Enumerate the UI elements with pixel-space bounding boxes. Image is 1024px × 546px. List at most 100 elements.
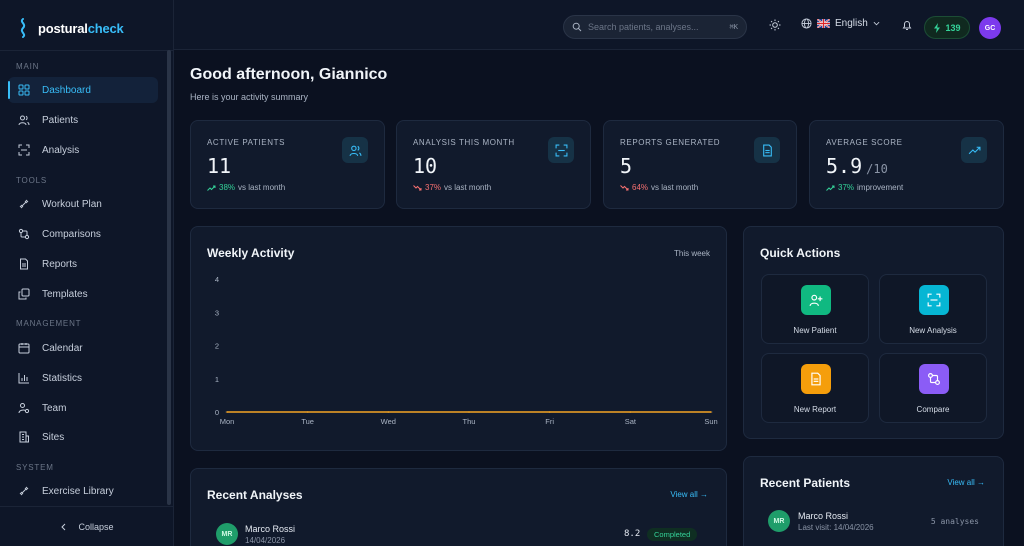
data-point[interactable] (468, 411, 470, 413)
trending-up-icon (968, 146, 980, 154)
qa-label: New Patient (793, 326, 837, 335)
chevron-left-icon (61, 523, 66, 531)
trend-up-icon (207, 185, 216, 191)
new-patient-button[interactable]: New Patient (761, 274, 869, 344)
compare-button[interactable]: Compare (879, 353, 987, 423)
trend-down-icon (620, 184, 629, 190)
sidebar-item-label: Exercise Library (42, 485, 114, 497)
qa-label: New Analysis (909, 326, 957, 335)
stat-label: REPORTS GENERATED (620, 138, 721, 147)
compare-icon (18, 228, 30, 240)
y-tick-label: 3 (215, 308, 219, 317)
sidebar-item-label: Calendar (42, 342, 83, 354)
sidebar-item-analysis[interactable]: Analysis (8, 137, 158, 163)
period-label: This week (673, 249, 710, 258)
sidebar-item-label: Analysis (42, 144, 80, 156)
y-tick-label: 4 (215, 275, 219, 284)
collapse-button[interactable]: Collapse (0, 518, 174, 536)
section-label-tools: TOOLS (16, 176, 47, 185)
data-point[interactable] (306, 411, 309, 413)
patient-name: Marco Rossi (798, 511, 849, 521)
stat-change: 37% improvement (826, 183, 903, 192)
patient-name: Marco Rossi (245, 524, 296, 534)
bar-chart-icon (18, 373, 29, 384)
language-selector[interactable]: English (801, 18, 880, 29)
search-box[interactable]: ⌘K (563, 15, 747, 39)
data-point[interactable] (710, 411, 712, 413)
search-input[interactable] (588, 22, 708, 32)
user-avatar[interactable]: GC (979, 17, 1001, 39)
weekly-activity-card: Weekly Activity This week 0 1 2 3 4 Mon Tue Wed… (190, 226, 727, 451)
x-tick-label: Sun (704, 417, 717, 426)
sidebar-item-comparisons[interactable]: Comparisons (8, 221, 158, 247)
scan-icon (18, 144, 30, 156)
avatar: MR (216, 523, 238, 545)
document-icon (811, 372, 821, 386)
section-label-system: SYSTEM (16, 463, 54, 472)
users-icon (18, 115, 30, 126)
brand-logo[interactable]: posturalcheck (18, 16, 124, 40)
stat-change: 37% vs last month (413, 183, 491, 192)
scan-icon (927, 293, 941, 307)
globe-icon (801, 18, 812, 29)
sidebar-item-label: Dashboard (42, 84, 91, 96)
qa-label: New Report (793, 405, 837, 414)
view-all-analyses-link[interactable]: View all → (670, 490, 708, 499)
sidebar-item-label: Sites (42, 431, 65, 443)
sidebar-item-label: Team (42, 402, 67, 414)
sidebar-item-patients[interactable]: Patients (8, 107, 158, 133)
sidebar-bottom-divider (0, 506, 173, 507)
sidebar-item-statistics[interactable]: Statistics (8, 365, 158, 391)
stat-card-active-patients: ACTIVE PATIENTS 11 38% vs last month (190, 120, 385, 209)
spine-logo-icon (20, 18, 26, 38)
data-point[interactable] (387, 411, 390, 413)
data-point[interactable] (226, 411, 228, 413)
sidebar-item-reports[interactable]: Reports (8, 251, 158, 277)
recent-analyses-card: Recent Analyses View all → MR Marco Ross… (190, 468, 727, 546)
stat-value: 5.9/10 (826, 154, 888, 178)
sidebar-item-sites[interactable]: Sites (8, 424, 158, 450)
stat-icon-container (961, 137, 987, 163)
stat-icon-container (342, 137, 368, 163)
view-all-patients-link[interactable]: View all → (947, 478, 985, 487)
stat-icon-container (548, 137, 574, 163)
stat-label: ANALYSIS THIS MONTH (413, 138, 515, 147)
credits-badge[interactable]: 139 (924, 16, 970, 39)
data-point[interactable] (548, 411, 551, 413)
sidebar-item-label: Patients (42, 114, 79, 126)
sidebar-item-templates[interactable]: Templates (8, 281, 158, 307)
analyses-count: 5 analyses (930, 517, 979, 526)
data-point[interactable] (629, 411, 632, 413)
dumbbell-icon (19, 486, 29, 496)
section-label-management: MANAGEMENT (16, 319, 82, 328)
chevron-down-icon (873, 21, 880, 26)
last-visit: Last visit: 14/04/2026 (798, 523, 874, 532)
sidebar-item-workout-plan[interactable]: Workout Plan (8, 191, 158, 217)
stat-change: 38% vs last month (207, 183, 285, 192)
qa-icon-container (801, 285, 831, 315)
trend-up-icon (826, 185, 835, 191)
analysis-date: 14/04/2026 (245, 536, 286, 545)
calendar-icon (18, 343, 30, 354)
bell-icon[interactable] (901, 19, 913, 31)
stat-value: 5 (620, 154, 633, 178)
uk-flag-icon (817, 19, 830, 28)
stat-value: 10 (413, 154, 438, 178)
search-shortcut: ⌘K (729, 23, 738, 31)
sun-icon[interactable] (769, 19, 781, 31)
sidebar-item-team[interactable]: Team (8, 395, 158, 421)
sidebar-scrollbar[interactable] (167, 50, 171, 505)
user-cog-icon (18, 403, 30, 414)
stat-label: AVERAGE SCORE (826, 138, 903, 147)
new-report-button[interactable]: New Report (761, 353, 869, 423)
new-analysis-button[interactable]: New Analysis (879, 274, 987, 344)
quick-actions-card: Quick Actions New Patient New Analysis N… (743, 226, 1004, 439)
copy-icon (18, 288, 30, 300)
y-tick-label: 2 (215, 342, 219, 351)
sidebar-item-label: Comparisons (42, 228, 101, 240)
sidebar-item-dashboard[interactable]: Dashboard (8, 77, 158, 103)
sidebar-item-calendar[interactable]: Calendar (8, 335, 158, 361)
scan-icon (555, 144, 567, 156)
x-tick-label: Fri (545, 417, 554, 426)
sidebar-item-exercise-library[interactable]: Exercise Library (8, 478, 158, 504)
